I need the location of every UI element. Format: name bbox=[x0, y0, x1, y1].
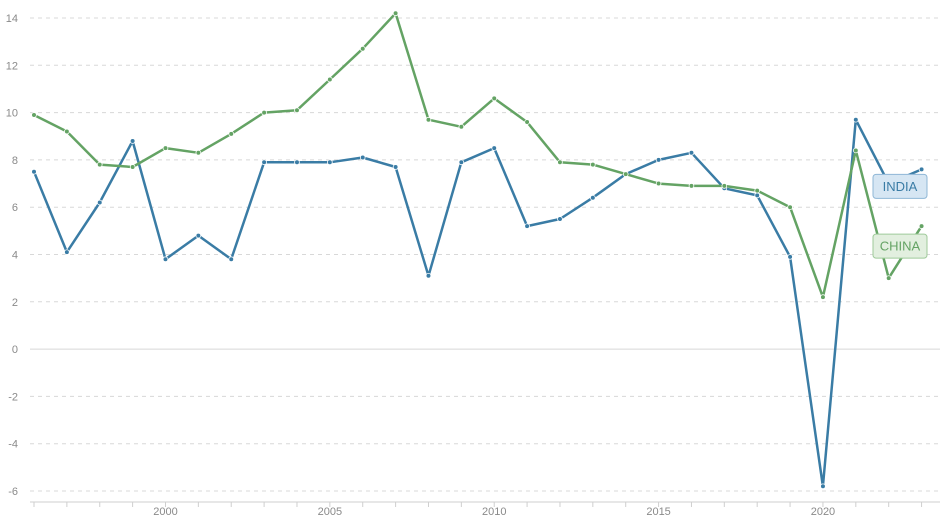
y-tick-label: -2 bbox=[8, 391, 18, 403]
china-point[interactable] bbox=[754, 187, 760, 194]
china-point[interactable] bbox=[64, 128, 70, 135]
china-point[interactable] bbox=[129, 164, 136, 170]
china-point[interactable] bbox=[162, 145, 169, 151]
india-point[interactable] bbox=[261, 159, 267, 166]
india-point[interactable] bbox=[491, 145, 498, 151]
y-tick-label: -6 bbox=[8, 486, 18, 498]
india-point[interactable] bbox=[96, 199, 103, 206]
china-point[interactable] bbox=[327, 76, 333, 83]
china-point[interactable] bbox=[622, 171, 629, 177]
china-point[interactable] bbox=[787, 204, 793, 211]
india-point[interactable] bbox=[688, 150, 695, 156]
gridlines bbox=[30, 17, 940, 492]
china-point[interactable] bbox=[458, 123, 465, 130]
series-labels: INDIA CHINA bbox=[872, 173, 928, 259]
y-tick-label: 10 bbox=[6, 108, 18, 120]
india-point[interactable] bbox=[820, 483, 826, 490]
india-point[interactable] bbox=[64, 249, 70, 255]
india-point[interactable] bbox=[359, 154, 366, 161]
india-point[interactable] bbox=[918, 166, 925, 173]
india-point[interactable] bbox=[655, 157, 662, 163]
china-point[interactable] bbox=[820, 294, 826, 300]
china-point[interactable] bbox=[195, 150, 202, 156]
india-point[interactable] bbox=[392, 164, 399, 170]
india-point[interactable] bbox=[754, 192, 760, 199]
china-point[interactable] bbox=[918, 223, 925, 229]
china-point[interactable] bbox=[359, 45, 366, 52]
china-line bbox=[33, 12, 923, 299]
india-line bbox=[32, 118, 923, 488]
china-point[interactable] bbox=[228, 131, 235, 137]
china-point[interactable] bbox=[655, 180, 662, 187]
china-point[interactable] bbox=[96, 161, 103, 168]
china-point[interactable] bbox=[31, 112, 37, 118]
x-axis-ticks: 2000 2005 2010 2015 2020 bbox=[30, 501, 940, 518]
india-point[interactable] bbox=[590, 194, 596, 201]
y-tick-label: 8 bbox=[12, 155, 18, 167]
india-point[interactable] bbox=[129, 138, 136, 144]
india-point[interactable] bbox=[458, 159, 465, 166]
china-point[interactable] bbox=[392, 10, 399, 17]
china-point[interactable] bbox=[885, 275, 892, 281]
china-point[interactable] bbox=[557, 159, 563, 166]
y-tick-label: 14 bbox=[6, 13, 18, 25]
china-point[interactable] bbox=[491, 95, 498, 102]
india-point[interactable] bbox=[787, 254, 793, 260]
china-point[interactable] bbox=[294, 107, 300, 114]
india-label-box bbox=[872, 173, 928, 199]
china-point[interactable] bbox=[590, 161, 596, 168]
india-point[interactable] bbox=[294, 159, 300, 166]
x-tick-label: 2005 bbox=[318, 506, 342, 518]
china-point[interactable] bbox=[853, 147, 859, 154]
x-tick-label: 2010 bbox=[482, 506, 506, 518]
india-point[interactable] bbox=[524, 223, 530, 229]
china-point[interactable] bbox=[261, 109, 267, 116]
x-tick-label: 2015 bbox=[646, 506, 670, 518]
x-tick-label: 2000 bbox=[153, 506, 177, 518]
series-lines bbox=[31, 10, 925, 490]
india-point[interactable] bbox=[425, 272, 432, 279]
china-point[interactable] bbox=[524, 119, 530, 125]
china-point[interactable] bbox=[721, 183, 728, 189]
india-point[interactable] bbox=[31, 168, 37, 175]
china-point[interactable] bbox=[688, 183, 695, 189]
y-tick-label: 4 bbox=[12, 250, 18, 262]
india-point[interactable] bbox=[228, 256, 235, 263]
y-tick-label: -4 bbox=[8, 439, 18, 451]
y-tick-label: 12 bbox=[6, 60, 18, 72]
china-label-box bbox=[872, 233, 928, 259]
china-point[interactable] bbox=[425, 116, 432, 123]
india-point[interactable] bbox=[327, 159, 333, 166]
india-point[interactable] bbox=[195, 232, 202, 239]
india-point[interactable] bbox=[162, 256, 169, 263]
india-label: INDIA bbox=[883, 179, 918, 194]
india-point[interactable] bbox=[853, 116, 859, 123]
x-tick-label: 2020 bbox=[811, 506, 835, 518]
china-label: CHINA bbox=[880, 239, 921, 254]
y-tick-label: 2 bbox=[12, 297, 18, 309]
y-axis-ticks: -6 -4 -2 0 2 4 6 8 10 12 14 bbox=[6, 13, 18, 498]
y-tick-label: 0 bbox=[12, 344, 18, 356]
y-tick-label: 6 bbox=[12, 202, 18, 214]
india-point[interactable] bbox=[557, 216, 563, 222]
